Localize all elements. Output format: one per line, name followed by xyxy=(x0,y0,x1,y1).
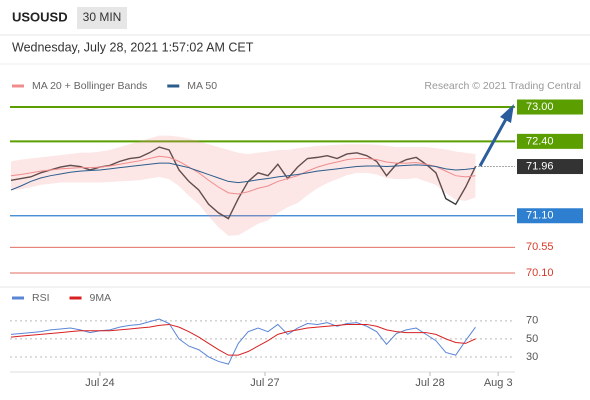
legend-label: 9MA xyxy=(90,292,112,304)
y-tick-label: 50 xyxy=(526,333,538,345)
legend-label: RSI xyxy=(32,292,50,304)
level-label: 70.10 xyxy=(526,267,554,279)
legend-label: MA 50 xyxy=(187,80,217,92)
level-label: 71.10 xyxy=(526,210,554,222)
level-label: 73.00 xyxy=(526,101,554,113)
x-tick-label: Aug 3 xyxy=(484,377,513,389)
level-label: 71.96 xyxy=(526,160,554,172)
symbol: USOUSD xyxy=(12,9,68,24)
copyright: Research © 2021 Trading Central xyxy=(424,80,581,92)
bollinger-band xyxy=(10,135,476,236)
datetime: Wednesday, July 28, 2021 1:57:02 AM CET xyxy=(12,40,254,54)
legend-swatch xyxy=(12,296,24,300)
level-tag xyxy=(517,208,583,224)
legend-swatch xyxy=(12,84,24,88)
y-tick-label: 30 xyxy=(526,351,538,363)
level-tag xyxy=(517,133,583,149)
interval[interactable]: 30 MIN xyxy=(83,10,122,24)
indicator-line xyxy=(10,155,476,195)
level-label: 70.55 xyxy=(526,241,554,253)
x-tick-label: Jul 27 xyxy=(250,377,279,389)
level-label: 72.40 xyxy=(526,135,554,147)
interval-box[interactable] xyxy=(77,7,127,29)
arrow-head xyxy=(500,104,514,123)
legend-swatch xyxy=(167,84,180,88)
forecast-arrow xyxy=(478,104,514,167)
level-tag xyxy=(517,99,583,115)
arrow-shaft xyxy=(478,118,508,167)
legend-swatch xyxy=(69,296,82,300)
indicator-line xyxy=(10,318,476,365)
level-tag xyxy=(517,159,583,175)
y-tick-label: 70 xyxy=(526,315,538,327)
legend-label: MA 20 + Bollinger Bands xyxy=(32,80,147,92)
indicator-line xyxy=(10,162,476,191)
x-tick-label: Jul 28 xyxy=(415,377,444,389)
indicator-line xyxy=(10,323,476,356)
x-tick-label: Jul 24 xyxy=(85,377,114,389)
